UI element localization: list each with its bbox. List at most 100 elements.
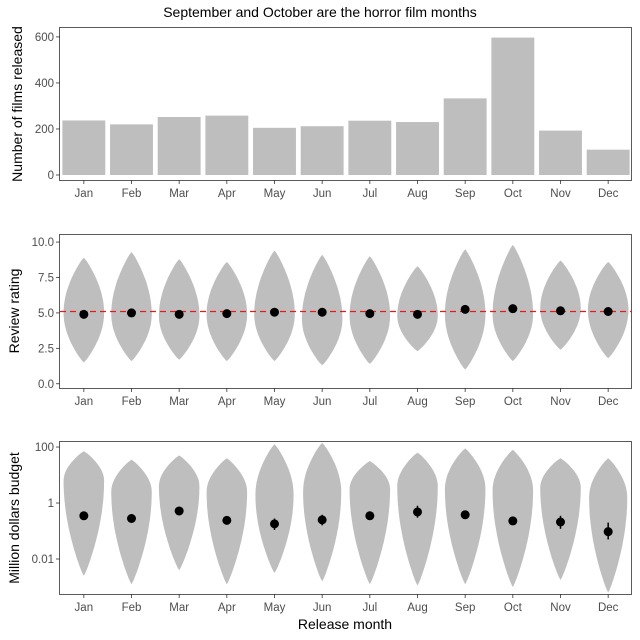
rating-x-tick-label: May xyxy=(264,396,286,408)
rating-mean-point xyxy=(508,304,518,314)
bar xyxy=(491,37,535,175)
budget-panel-border xyxy=(59,441,632,595)
rating-x-tick-label: Aug xyxy=(407,396,427,408)
rating-violin xyxy=(397,266,438,352)
rating-mean-point xyxy=(556,306,565,316)
rating-mean-point xyxy=(365,309,375,319)
bar-x-tick-label: Jul xyxy=(362,188,377,200)
budget-y-axis-title: Million dollars budget xyxy=(6,452,22,584)
bar-x-tick-label: Apr xyxy=(218,188,236,200)
budget-mean-point xyxy=(365,511,375,521)
budget-panel: Million dollars budget 0.01 1 100 Jan Feb Ma… xyxy=(6,441,632,614)
bar xyxy=(110,124,153,175)
rating-y-tick-label: 5.0 xyxy=(38,308,54,320)
rating-mean-point xyxy=(174,309,184,319)
rating-mean-point xyxy=(603,307,613,316)
rating-x-tick-label: Sep xyxy=(455,396,475,408)
budget-violin xyxy=(303,442,342,582)
bar-x-tick-label: Oct xyxy=(504,188,523,200)
budget-x-tick-label: Jan xyxy=(75,602,94,614)
budget-y-tick-label: 0.01 xyxy=(32,554,54,566)
x-axis-title: Release month xyxy=(298,616,392,632)
budget-x-tick-label: Apr xyxy=(218,602,236,614)
budget-mean-point xyxy=(222,515,232,525)
budget-violin xyxy=(255,444,294,573)
rating-violin xyxy=(492,244,534,362)
budget-x-tick-label: Nov xyxy=(550,602,571,614)
budget-x-tick-label: Dec xyxy=(598,602,619,614)
rating-mean-point xyxy=(317,307,327,317)
budget-x-tick-label: Aug xyxy=(407,602,427,614)
budget-x-tick-label: Jun xyxy=(313,602,332,614)
bar-x-tick-label: Nov xyxy=(550,188,571,200)
bar-y-tick-label: 400 xyxy=(35,78,54,90)
bar-y-axis-title: Number of films released xyxy=(9,26,25,182)
chart-title: September and October are the horror fil… xyxy=(163,4,477,20)
bar xyxy=(157,117,201,175)
bar-y-tick-label: 200 xyxy=(35,124,54,136)
budget-mean-point xyxy=(127,513,136,523)
rating-x-tick-label: Jun xyxy=(313,396,332,408)
bar-x-tick-label: Dec xyxy=(598,188,619,200)
rating-mean-point xyxy=(222,309,232,319)
rating-x-tick-label: Feb xyxy=(122,396,142,408)
budget-violin xyxy=(397,452,438,586)
bar-panel: Number of films released 0 200 400 600 Jan F… xyxy=(9,26,632,200)
bar-x-tick-label: Feb xyxy=(122,188,142,200)
bar xyxy=(539,130,582,175)
bar xyxy=(586,149,630,175)
budget-mean-point xyxy=(317,515,327,525)
rating-x-tick-label: Dec xyxy=(598,396,619,408)
budget-x-tick-label: Jul xyxy=(362,602,377,614)
budget-y-tick-label: 1 xyxy=(48,498,54,510)
budget-x-tick-label: Sep xyxy=(455,602,475,614)
bar xyxy=(205,115,249,175)
bar xyxy=(348,120,392,175)
budget-mean-point xyxy=(270,519,279,529)
budget-mean-point xyxy=(508,516,518,526)
budget-x-tick-label: May xyxy=(264,602,286,614)
bar-x-tick-label: Jun xyxy=(313,188,332,200)
bar-x-tick-label: Jan xyxy=(75,188,94,200)
rating-violin xyxy=(540,260,581,350)
rating-mean-point xyxy=(413,309,422,319)
rating-violin xyxy=(254,250,295,362)
rating-y-axis-title: Review rating xyxy=(6,269,22,354)
bar-y-tick-label: 0 xyxy=(48,170,54,182)
budget-mean-point xyxy=(79,511,89,521)
budget-violin xyxy=(349,461,391,585)
budget-mean-point xyxy=(174,506,184,516)
rating-x-tick-label: Apr xyxy=(218,396,236,408)
rating-mean-point xyxy=(460,304,470,314)
rating-y-tick-label: 2.5 xyxy=(38,343,54,355)
bar-x-tick-label: Sep xyxy=(455,188,475,200)
bar-x-tick-label: Mar xyxy=(169,188,189,200)
budget-x-tick-label: Oct xyxy=(504,602,523,614)
rating-y-tick-label: 7.5 xyxy=(38,273,54,285)
budget-x-tick-label: Mar xyxy=(169,602,189,614)
bar-y-tick-label: 600 xyxy=(35,32,54,44)
rating-mean-point xyxy=(79,309,89,319)
rating-x-tick-label: Jul xyxy=(362,396,377,408)
budget-mean-point xyxy=(556,517,565,527)
budget-mean-point xyxy=(603,527,613,537)
budget-mean-point xyxy=(460,510,470,520)
bar-x-tick-label: Aug xyxy=(407,188,427,200)
rating-mean-point xyxy=(270,307,279,317)
budget-x-tick-label: Feb xyxy=(122,602,142,614)
bar-panel-border xyxy=(59,27,632,181)
budget-mean-point xyxy=(413,507,422,517)
rating-panel: Review rating 0.0 2.5 5.0 7.5 10.0 Jan Feb Mar… xyxy=(6,234,632,408)
rating-violin xyxy=(111,252,152,362)
bar xyxy=(300,126,344,175)
bar-x-tick-label: May xyxy=(264,188,286,200)
rating-y-tick-label: 0.0 xyxy=(38,379,54,391)
rating-x-tick-label: Nov xyxy=(550,396,571,408)
rating-x-tick-label: Mar xyxy=(169,396,189,408)
rating-x-tick-label: Oct xyxy=(504,396,523,408)
bar xyxy=(253,127,296,175)
rating-mean-point xyxy=(127,308,136,318)
bar xyxy=(62,120,106,175)
rating-x-tick-label: Jan xyxy=(75,396,94,408)
